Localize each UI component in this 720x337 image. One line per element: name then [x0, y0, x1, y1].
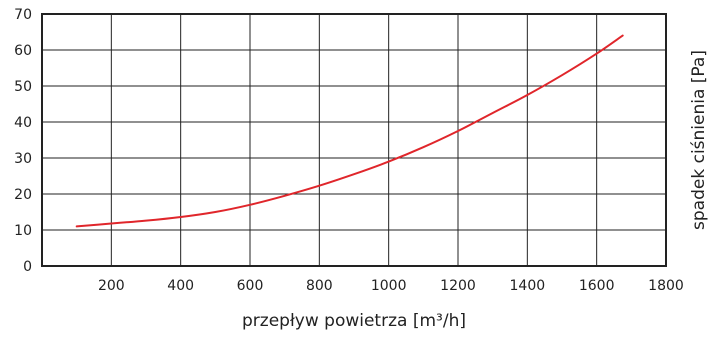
y-axis-title: spadek ciśnienia [Pa] [689, 50, 709, 230]
x-axis-title: przepływ powietrza [m³/h] [242, 311, 466, 331]
y-tick-label: 0 [23, 259, 32, 275]
x-tick-label: 1400 [510, 278, 546, 294]
grid [42, 14, 666, 266]
y-tick-labels: 0 10 20 30 40 50 60 70 [14, 7, 32, 275]
y-tick-label: 10 [14, 223, 32, 239]
series-line-0 [75, 34, 624, 228]
y-tick-label: 60 [14, 43, 32, 59]
x-tick-label: 600 [237, 278, 264, 294]
x-tick-label: 1200 [440, 278, 476, 294]
y-tick-label: 20 [14, 187, 32, 203]
y-tick-label: 70 [14, 7, 32, 23]
x-tick-label: 1800 [648, 278, 684, 294]
y-tick-label: 40 [14, 115, 32, 131]
x-tick-label: 800 [306, 278, 333, 294]
y-tick-label: 50 [14, 79, 32, 95]
x-tick-label: 1600 [579, 278, 615, 294]
x-tick-labels: 200 400 600 800 1000 1200 1400 1600 1800 [98, 278, 684, 294]
y-tick-label: 30 [14, 151, 32, 167]
plot-frame [41, 13, 667, 267]
x-tick-label: 200 [98, 278, 125, 294]
x-tick-label: 400 [167, 278, 194, 294]
x-tick-label: 1000 [371, 278, 407, 294]
series-layer [75, 34, 624, 228]
